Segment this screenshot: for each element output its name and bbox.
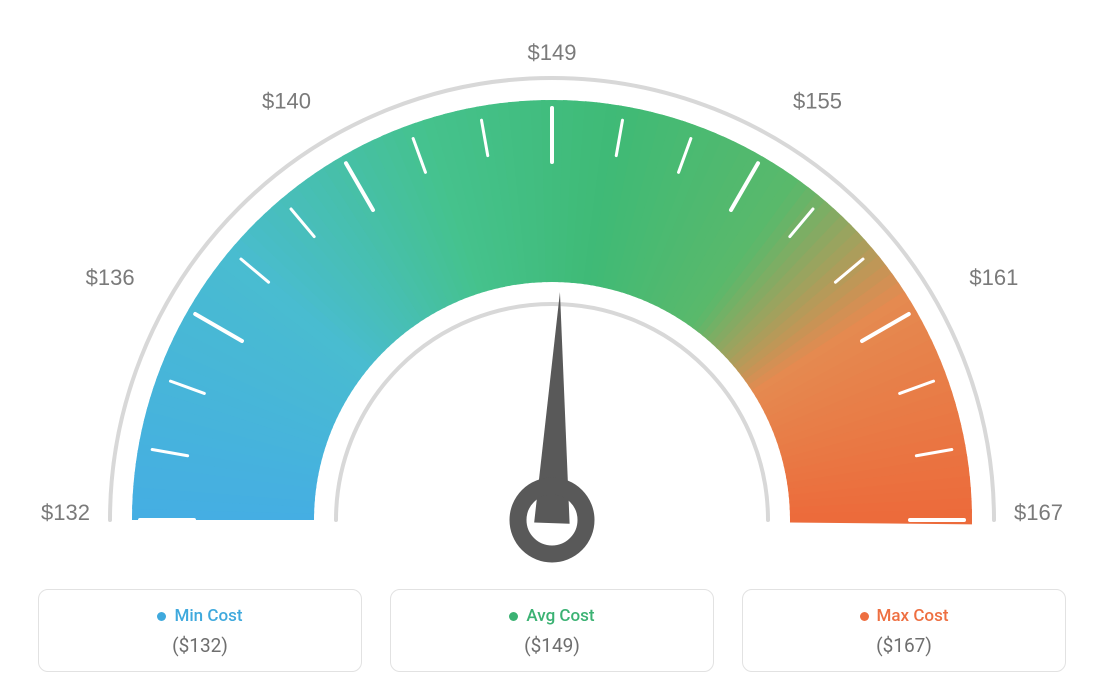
min-dot-icon (157, 612, 166, 621)
summary-cards-row: Min Cost ($132) Avg Cost ($149) Max Cost… (0, 589, 1104, 673)
avg-cost-value: ($149) (401, 634, 703, 657)
gauge-svg: $132 $136 $140 $149 $155 $161 $167 (0, 0, 1104, 580)
min-cost-label: Min Cost (157, 606, 242, 626)
svg-text:$155: $155 (793, 88, 842, 113)
svg-text:$140: $140 (262, 88, 311, 113)
min-cost-value: ($132) (49, 634, 351, 657)
avg-cost-label: Avg Cost (509, 606, 594, 626)
svg-text:$161: $161 (969, 265, 1018, 290)
min-cost-label-text: Min Cost (174, 606, 242, 626)
avg-cost-card: Avg Cost ($149) (390, 589, 714, 673)
svg-text:$149: $149 (528, 40, 577, 65)
max-cost-label: Max Cost (860, 606, 949, 626)
svg-text:$136: $136 (86, 265, 135, 290)
avg-dot-icon (509, 612, 518, 621)
max-dot-icon (860, 612, 869, 621)
avg-cost-label-text: Avg Cost (526, 606, 594, 626)
max-cost-value: ($167) (753, 634, 1055, 657)
svg-text:$167: $167 (1014, 500, 1063, 525)
min-cost-card: Min Cost ($132) (38, 589, 362, 673)
max-cost-card: Max Cost ($167) (742, 589, 1066, 673)
max-cost-label-text: Max Cost (877, 606, 949, 626)
gauge-chart: $132 $136 $140 $149 $155 $161 $167 (0, 0, 1104, 580)
svg-text:$132: $132 (41, 500, 90, 525)
